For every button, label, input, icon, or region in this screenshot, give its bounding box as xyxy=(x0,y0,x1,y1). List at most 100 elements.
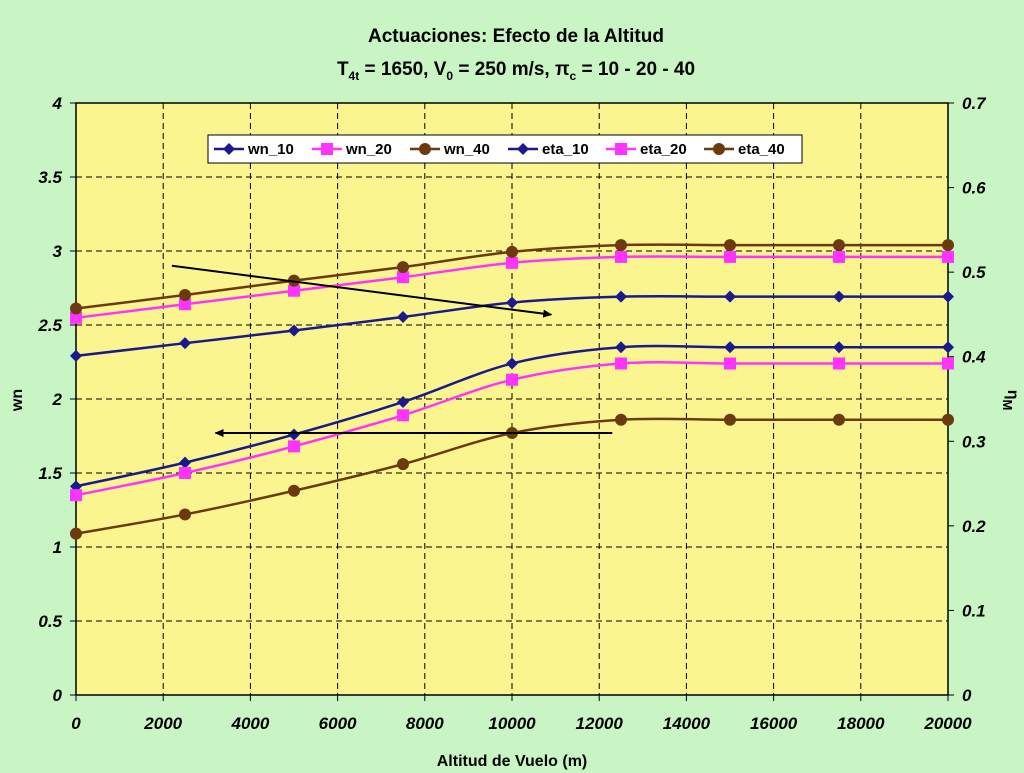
x-tick-label: 16000 xyxy=(750,714,798,733)
data-point xyxy=(724,250,736,263)
data-point xyxy=(942,357,954,370)
legend-marker xyxy=(615,143,627,155)
chart-title: Actuaciones: Efecto de la Altitud xyxy=(368,26,664,47)
legend: wn_10 wn_20 wn_40 eta_10 eta_20 eta_40 xyxy=(207,134,803,164)
legend-marker xyxy=(713,143,725,155)
data-point xyxy=(506,245,518,258)
x-tick-label: 6000 xyxy=(319,714,357,733)
data-point xyxy=(615,290,627,303)
data-point xyxy=(288,324,300,337)
data-point xyxy=(942,250,954,263)
data-point xyxy=(288,428,300,441)
y-left-tick-label: 1.5 xyxy=(38,464,62,483)
series-wn-10 xyxy=(70,341,954,493)
data-point xyxy=(397,261,409,274)
data-point xyxy=(397,395,409,408)
data-point xyxy=(506,296,518,309)
data-point xyxy=(70,527,82,540)
series-eta-20 xyxy=(70,250,954,324)
y-left-tick-label: 4 xyxy=(52,94,63,113)
legend-item: eta_10 xyxy=(508,141,589,158)
y-left-tick-label: 2 xyxy=(52,390,63,409)
x-tick-label: 4000 xyxy=(230,714,269,733)
x-axis-ticks: 0 2000 4000 6000 8000 10000 12000 14000 16000 180… xyxy=(71,695,972,733)
legend-label: eta_10 xyxy=(542,141,589,158)
x-tick-label: 0 xyxy=(71,714,81,733)
y-right-tick-label: 0.6 xyxy=(962,179,986,198)
y-right-tick-label: 0.7 xyxy=(962,94,987,113)
grid xyxy=(76,103,948,695)
data-point xyxy=(615,250,627,263)
data-point xyxy=(724,413,736,426)
data-point xyxy=(397,458,409,471)
legend-label: eta_20 xyxy=(640,141,687,158)
data-point xyxy=(179,467,191,479)
legend-marker xyxy=(419,143,431,155)
data-point xyxy=(179,298,191,311)
data-point xyxy=(397,409,409,422)
data-point xyxy=(288,284,300,297)
y-right-tick-label: 0.4 xyxy=(962,348,986,367)
annotation-arrow xyxy=(171,264,553,318)
legend-label: eta_40 xyxy=(738,141,785,158)
data-point xyxy=(70,489,82,502)
data-point xyxy=(506,373,518,386)
x-tick-label: 18000 xyxy=(837,714,885,733)
y-right-tick-label: 0.3 xyxy=(962,432,986,451)
legend-label: wn_10 xyxy=(247,141,294,158)
legend-marker xyxy=(321,143,333,155)
data-point xyxy=(179,508,191,521)
data-point xyxy=(942,413,954,426)
data-point xyxy=(179,288,191,301)
y-right-tick-label: 0.1 xyxy=(962,601,986,620)
legend-item: eta_20 xyxy=(606,141,687,158)
series-eta-10 xyxy=(70,290,954,362)
legend-label: wn_20 xyxy=(345,141,392,158)
data-point xyxy=(288,484,300,497)
legend-label: wn_40 xyxy=(443,141,490,158)
legend-item: wn_40 xyxy=(410,141,490,158)
legend-box xyxy=(207,134,803,164)
data-point xyxy=(833,239,845,252)
data-point xyxy=(506,256,518,269)
data-point xyxy=(179,337,191,350)
y-left-tick-label: 3.5 xyxy=(38,168,62,187)
annotations-layer xyxy=(171,264,613,438)
data-point xyxy=(397,310,409,323)
y-left-tick-label: 1 xyxy=(53,538,62,557)
y-left-tick-label: 3 xyxy=(53,242,63,261)
data-point xyxy=(833,413,845,426)
data-point xyxy=(724,357,736,370)
x-tick-label: 20000 xyxy=(923,714,972,733)
data-point xyxy=(70,311,82,324)
y-left-axis-ticks: 0 0.5 1 1.5 2 2.5 3 3.5 4 xyxy=(37,94,76,705)
series-layer xyxy=(70,239,954,540)
data-point xyxy=(942,341,954,354)
legend-marker xyxy=(223,143,235,155)
y-left-tick-label: 2.5 xyxy=(37,316,62,335)
x-tick-label: 12000 xyxy=(576,714,624,733)
data-point xyxy=(70,349,82,362)
y-right-tick-label: 0.2 xyxy=(962,517,986,536)
data-point xyxy=(288,440,300,453)
data-point xyxy=(724,290,736,303)
x-tick-label: 10000 xyxy=(488,714,536,733)
data-point xyxy=(833,357,845,370)
data-point xyxy=(615,413,627,426)
data-point xyxy=(615,239,627,252)
x-axis-label: Altitud de Vuelo (m) xyxy=(437,753,588,770)
y-left-axis-label: wn xyxy=(9,389,26,412)
series-eta-40 xyxy=(70,239,954,315)
data-point xyxy=(70,302,82,315)
legend-item: eta_40 xyxy=(704,141,785,158)
data-point xyxy=(615,341,627,354)
data-point xyxy=(724,239,736,252)
x-tick-label: 14000 xyxy=(663,714,711,733)
y-right-axis-ticks: 0 0.1 0.2 0.3 0.4 0.5 0.6 0.7 xyxy=(948,94,987,705)
data-point xyxy=(506,357,518,370)
series-wn-20 xyxy=(70,357,954,502)
data-point xyxy=(615,357,627,370)
data-point xyxy=(397,271,409,284)
data-point xyxy=(724,341,736,354)
